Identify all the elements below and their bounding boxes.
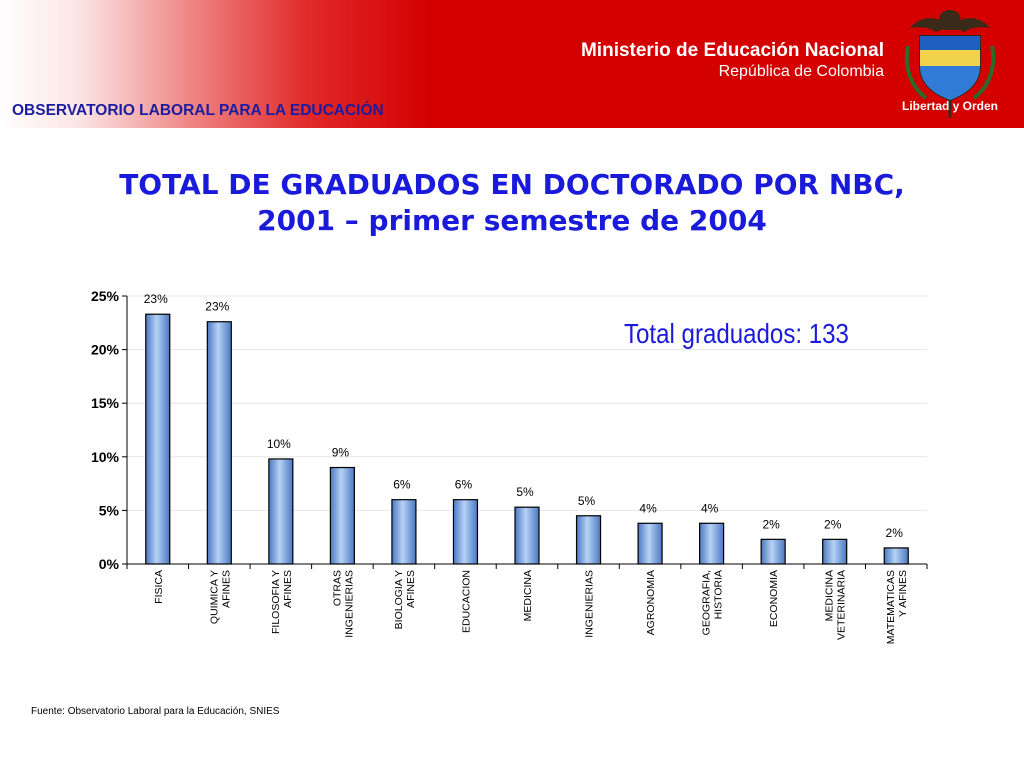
data-label: 23%: [144, 292, 168, 306]
category-label-line: MEDICINA: [522, 570, 534, 621]
y-tick-label: 10%: [91, 449, 120, 465]
category-label-line: GEOGRAFIA,: [701, 570, 713, 635]
bar: [391, 499, 417, 565]
category-label-line: AFINES: [220, 570, 232, 608]
observatory-title: OBSERVATORIO LABORAL PARA LA EDUCACIÓN: [12, 102, 384, 119]
chart-title: TOTAL DE GRADUADOS EN DOCTORADO POR NBC,…: [0, 167, 1024, 239]
category-label-line: ECONOMIA: [768, 570, 780, 627]
y-tick-label: 5%: [99, 502, 120, 518]
source-note: Fuente: Observatorio Laboral para la Edu…: [31, 706, 280, 717]
category-label-line: FISICA: [153, 570, 165, 604]
bar: [514, 506, 540, 565]
data-label: 4%: [701, 501, 719, 515]
bar: [206, 321, 232, 565]
ministry-block: Ministerio de Educación Nacional Repúbli…: [581, 40, 884, 82]
category-label-line: MATEMATICAS: [885, 570, 897, 644]
chart-title-line-1: TOTAL DE GRADUADOS EN DOCTORADO POR NBC,: [119, 168, 905, 201]
data-label: 2%: [762, 517, 780, 531]
ministry-name: Ministerio de Educación Nacional: [580, 40, 884, 61]
bar: [329, 466, 355, 565]
bar: [145, 313, 171, 565]
chart-title-line-2: 2001 – primer semestre de 2004: [257, 204, 767, 237]
category-label: FILOSOFIA Y AFINES: [270, 570, 294, 634]
bars: [145, 313, 909, 565]
category-label-line: FILOSOFIA Y: [270, 570, 282, 634]
bar: [760, 538, 786, 565]
bar: [883, 547, 909, 565]
coat-of-arms-icon: [904, 10, 996, 118]
bar: [268, 458, 294, 565]
data-label: 5%: [578, 494, 596, 508]
bar: [452, 499, 479, 565]
category-label-line: MEDICINA: [824, 570, 836, 621]
chart-axes: 0% 5% 10% 15% 20% 25%: [91, 288, 928, 572]
data-label: 6%: [393, 478, 411, 492]
category-label: FISICA: [153, 570, 165, 604]
header-band: [0, 0, 1024, 128]
category-label-line: OTRAS: [331, 570, 343, 606]
category-label-line: AGRONOMIA: [645, 570, 657, 635]
data-label: 6%: [455, 478, 473, 492]
category-label-line: INGENIERIAS: [584, 570, 596, 638]
data-label: 23%: [205, 300, 229, 314]
category-label: MATEMATICAS Y AFINES: [885, 570, 909, 644]
data-labels: 23% 23% 10% 9% 6% 6% 5% 5% 4% 4% 2% 2% 2%: [144, 292, 903, 540]
category-label-line: AFINES: [405, 570, 417, 608]
category-label: MEDICINA VETERINARIA: [824, 570, 848, 640]
data-label: 10%: [267, 437, 291, 451]
category-label: QUIMICA Y AFINES: [208, 570, 232, 624]
category-label-line: EDUCACION: [460, 570, 472, 633]
data-label: 4%: [639, 501, 657, 515]
category-label-line: Y AFINES: [897, 570, 909, 617]
category-label-line: INGENIERIAS: [343, 570, 355, 638]
bar: [575, 515, 602, 565]
category-label-line: VETERINARIA: [836, 570, 848, 640]
data-label: 2%: [824, 517, 842, 531]
category-label-line: BIOLOGIA Y: [393, 570, 405, 629]
bar: [822, 538, 848, 565]
data-label: 5%: [516, 485, 534, 499]
category-label: BIOLOGIA Y AFINES: [393, 570, 417, 629]
ministry-subtitle: República de Colombia: [718, 63, 884, 80]
grid-lines: [127, 295, 927, 511]
category-label-line: HISTORIA: [713, 570, 725, 619]
bar: [699, 522, 725, 565]
total-graduates-label: Total graduados: 133: [624, 318, 849, 349]
category-label: ECONOMIA: [768, 570, 780, 627]
y-tick-label: 20%: [91, 342, 120, 358]
data-label: 2%: [886, 526, 904, 540]
category-label: GEOGRAFIA, HISTORIA: [701, 570, 725, 635]
y-tick-label: 25%: [91, 288, 120, 304]
category-label: EDUCACION: [460, 570, 472, 633]
category-labels: FISICA QUIMICA Y AFINES FILOSOFIA Y AFINES OT…: [153, 570, 909, 644]
category-label: MEDICINA: [522, 570, 534, 621]
bar: [637, 522, 663, 565]
category-label: INGENIERIAS: [584, 570, 596, 638]
category-label-line: QUIMICA Y: [208, 570, 220, 624]
crest-motto: Libertad y Orden: [901, 99, 999, 113]
y-tick-label: 15%: [91, 395, 120, 411]
category-label-line: AFINES: [282, 570, 294, 608]
category-label: AGRONOMIA: [645, 570, 657, 635]
data-label: 9%: [332, 446, 350, 460]
category-label: OTRAS INGENIERIAS: [331, 570, 355, 638]
y-tick-label: 0%: [99, 556, 120, 572]
